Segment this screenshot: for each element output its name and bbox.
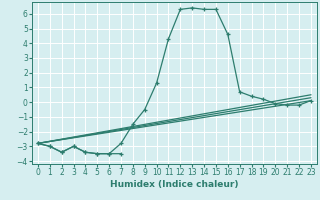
X-axis label: Humidex (Indice chaleur): Humidex (Indice chaleur)	[110, 180, 239, 189]
